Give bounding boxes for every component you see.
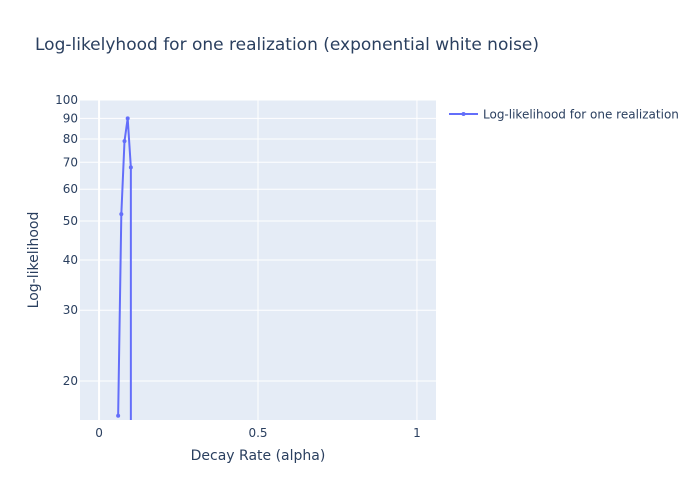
y-tick-label: 80 [63, 132, 78, 146]
y-tick-label: 100 [55, 93, 78, 107]
y-tick-label: 20 [63, 374, 78, 388]
y-tick-label: 50 [63, 214, 78, 228]
data-point[interactable] [116, 413, 121, 418]
y-tick-label: 90 [63, 111, 78, 125]
legend-marker [461, 112, 466, 116]
chart-title: Log-likelyhood for one realization (expo… [35, 35, 539, 55]
data-point[interactable] [119, 212, 124, 217]
tick-labels: 0 0.5 1 20 30 40 50 60 70 80 90 100 [55, 93, 421, 440]
series-line [117, 117, 132, 420]
data-point[interactable] [128, 165, 133, 170]
y-tick-label: 60 [63, 182, 78, 196]
data-point[interactable] [129, 468, 133, 472]
y-tick-label: 40 [63, 253, 78, 267]
x-tick-label: 0 [95, 426, 103, 440]
x-tick-label: 1 [413, 426, 421, 440]
x-tick-label: 0.5 [248, 426, 267, 440]
gridlines [80, 99, 436, 420]
series-layer [116, 116, 133, 472]
data-point[interactable] [122, 139, 127, 144]
data-point[interactable] [125, 116, 130, 121]
legend-label: Log-likelihood for one realization [483, 108, 679, 122]
x-axis-title: Decay Rate (alpha) [191, 448, 326, 464]
legend[interactable]: Log-likelihood for one realization [449, 108, 679, 122]
y-tick-label: 30 [63, 303, 78, 317]
y-axis-title: Log-likelihood [26, 212, 42, 309]
y-tick-label: 70 [63, 155, 78, 169]
